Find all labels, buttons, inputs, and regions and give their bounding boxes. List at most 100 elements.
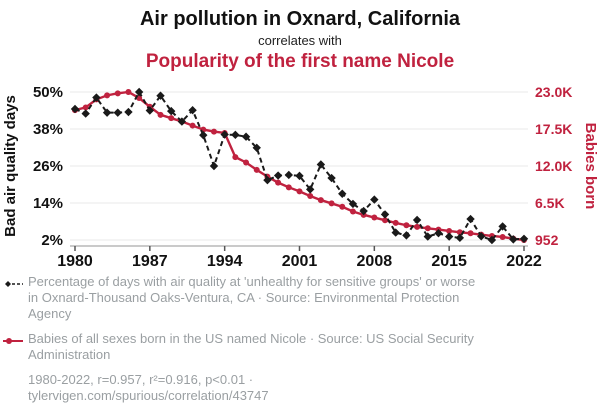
black-dashed-diamond-series-icon [5,281,23,287]
y-axis-left-tick-label: 14% [33,195,63,212]
data-point-circle [82,104,89,111]
correlates-with-text: correlates with [258,33,342,48]
chart-legend: Percentage of days with air quality at '… [0,270,600,404]
data-point-diamond [199,130,208,140]
data-point-circle [403,222,410,229]
series-black [70,87,529,245]
y-axis-right-tick-label: 23.0K [535,84,572,100]
data-point-diamond [327,173,336,183]
data-point-circle [168,115,175,122]
data-point-diamond [509,235,518,244]
data-point-circle [382,217,389,224]
x-axis-tick-label: 1987 [132,253,168,270]
data-point-diamond [423,232,432,241]
data-point-circle [253,166,260,173]
y-axis-left-tick-label: 26% [33,158,63,175]
x-axis-tick-label: 2022 [506,253,542,270]
data-point-diamond [359,206,368,216]
data-point-diamond [252,143,261,153]
data-point-diamond [102,108,112,117]
data-point-diamond [391,228,400,237]
data-point-diamond [338,189,347,198]
y-axis-left: 50% 38% 26% 14% 2% [33,84,63,249]
correlated-variable-title: Popularity of the first name Nicole [145,51,455,72]
x-axis-tick-label: 2015 [431,253,467,270]
page-title: Air pollution in Oxnard, California [139,8,460,30]
data-point-circle [371,214,378,221]
data-point-diamond [380,210,390,219]
data-point-diamond [316,160,326,169]
y-axis-right: 23.0K 17.5K 12.0K 6.5K 952 [535,84,572,248]
legend-label-nicole: Babies of all sexes born in the US named… [28,331,474,362]
y-axis-left-tick-label: 38% [33,121,63,138]
legend-item-air-quality: Percentage of days with air quality at '… [3,274,600,322]
y-axis-right-tick-label: 6.5K [535,195,565,211]
data-point-circle [210,128,217,135]
y-axis-right-tick-label: 12.0K [535,158,572,174]
red-solid-dot-series-icon [3,338,23,344]
data-point-diamond [434,229,443,238]
data-point-circle [114,90,121,97]
dual-axis-line-chart: 50% 38% 26% 14% 2% 23.0K 17.5K 12.0K 6.5K 952 Bad … [2,84,599,270]
data-point-diamond [263,175,272,185]
stats-footer: 1980-2022, r=0.957, r²=0.916, p<0.01 · t… [28,372,269,403]
y-axis-left-tick-label: 50% [33,84,63,101]
data-point-circle [104,92,111,99]
data-point-circle [243,159,250,166]
x-axis-tick-label: 2001 [282,253,318,270]
data-point-diamond [220,130,229,139]
data-point-circle [339,203,346,210]
data-point-diamond [70,104,80,114]
data-point-diamond [455,233,465,243]
data-point-diamond [348,199,358,209]
data-point-circle [157,111,164,118]
data-point-diamond [209,161,219,171]
data-point-diamond [466,214,475,224]
chart-header: Air pollution in Oxnard, California corr… [0,0,600,74]
data-point-diamond [134,87,144,97]
data-point-circle [499,233,506,240]
data-point-diamond [177,117,187,126]
x-axis-tick-label: 2008 [357,253,393,270]
data-point-diamond [124,107,133,117]
data-point-diamond [188,105,197,115]
data-point-circle [275,179,282,186]
data-point-circle [446,227,453,234]
data-point-diamond [412,215,422,225]
data-point-diamond [498,222,507,231]
x-axis: 1980 1987 1994 2001 2008 2015 2022 [57,246,542,270]
gridlines [70,91,528,241]
data-point-circle [467,230,474,237]
left-axis-title: Bad air quality days [2,95,19,237]
data-point-diamond [295,171,304,181]
data-point-circle [125,89,132,95]
y-axis-right-tick-label: 17.5K [535,121,572,137]
data-point-diamond [487,235,497,245]
data-point-diamond [273,171,283,180]
data-point-diamond [81,109,90,118]
data-point-diamond [231,130,240,140]
y-axis-left-tick-label: 2% [41,232,63,249]
x-axis-tick-label: 1980 [57,253,93,270]
data-point-diamond [167,106,176,116]
data-point-circle [232,154,239,161]
x-axis-tick-label: 1994 [207,253,243,270]
y-axis-right-tick-label: 952 [535,232,559,248]
data-point-diamond [305,185,315,194]
data-point-circle [317,197,324,204]
data-point-circle [328,200,335,207]
data-point-diamond [145,106,155,115]
data-point-circle [189,122,196,129]
data-point-circle [285,184,292,191]
data-point-circle [424,225,431,232]
data-point-circle [349,208,356,215]
data-point-circle [392,219,399,226]
data-point-diamond [444,232,454,241]
data-point-circle [414,223,421,230]
right-axis-title: Babies born [582,123,599,210]
legend-label-air-quality: Percentage of days with air quality at '… [28,274,476,321]
data-point-diamond [241,132,251,141]
data-point-circle [296,188,303,195]
data-point-diamond [402,231,411,240]
